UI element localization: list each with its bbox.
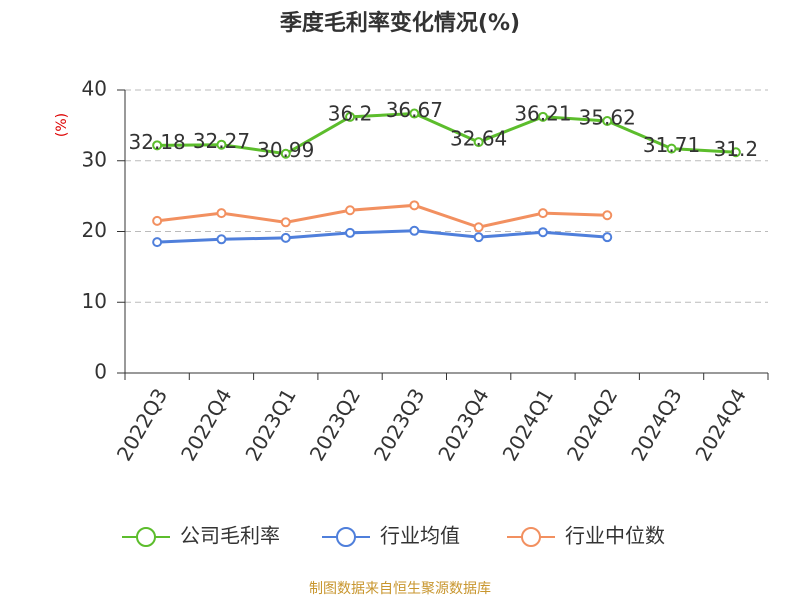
y-tick-label: 0	[94, 360, 107, 384]
data-label: 32.18	[129, 130, 186, 154]
y-tick-label: 20	[82, 218, 107, 242]
x-tick-label: 2024Q3	[626, 384, 686, 465]
point	[537, 111, 548, 122]
data-label: 32.64	[450, 127, 507, 151]
legend-label: 行业中位数	[565, 524, 665, 548]
data-label: 31.71	[643, 133, 700, 157]
point	[152, 215, 163, 226]
point	[666, 143, 677, 154]
point	[216, 234, 227, 245]
series-line	[157, 112, 736, 156]
y-tick-label: 30	[82, 147, 107, 171]
point	[602, 232, 613, 243]
data-label: 32.27	[193, 129, 250, 153]
point	[345, 205, 356, 216]
source-note: 制图数据来自恒生聚源数据库	[309, 581, 491, 597]
data-label: 36.21	[514, 101, 571, 125]
y-tick-label: 10	[82, 289, 107, 313]
point	[473, 137, 484, 148]
point	[345, 227, 356, 238]
point	[730, 147, 741, 158]
chart-title: 季度毛利率变化情况(%)	[280, 10, 520, 36]
point	[537, 227, 548, 238]
data-label: 30.99	[257, 138, 314, 162]
point	[280, 217, 291, 228]
series-line	[156, 203, 608, 229]
x-tick-label: 2023Q1	[240, 384, 300, 465]
point	[473, 222, 484, 233]
point	[409, 225, 420, 236]
point	[152, 237, 163, 248]
x-tick-label: 2024Q2	[562, 384, 622, 465]
point	[602, 210, 613, 221]
data-label: 35.62	[579, 105, 636, 129]
series-line	[157, 229, 608, 244]
point	[152, 140, 163, 151]
point	[216, 208, 227, 219]
x-tick-label: 2023Q4	[433, 384, 493, 465]
x-tick-label: 2023Q2	[305, 384, 365, 465]
point	[537, 208, 548, 219]
x-tick-label: 2024Q1	[498, 384, 558, 465]
point	[602, 115, 613, 126]
x-tick-label: 2022Q3	[112, 384, 172, 465]
data-label: 36.2	[328, 101, 373, 125]
point	[409, 108, 420, 119]
data-label: 36.67	[386, 98, 443, 122]
point	[280, 232, 291, 243]
legend-marker	[136, 527, 156, 547]
point	[473, 232, 484, 243]
point	[345, 111, 356, 122]
x-tick-label: 2024Q4	[690, 384, 750, 465]
y-axis-label: (%)	[54, 113, 70, 137]
y-tick-label: 40	[82, 77, 107, 101]
legend-marker	[521, 527, 541, 547]
x-tick-label: 2023Q3	[369, 384, 429, 465]
x-tick-label: 2022Q4	[176, 384, 236, 465]
legend-label: 公司毛利率	[180, 524, 280, 548]
legend-marker	[336, 527, 356, 547]
legend-label: 行业均值	[380, 524, 460, 548]
point	[280, 148, 291, 159]
point	[409, 200, 420, 211]
data-label: 31.2	[714, 137, 759, 161]
point	[216, 139, 227, 150]
